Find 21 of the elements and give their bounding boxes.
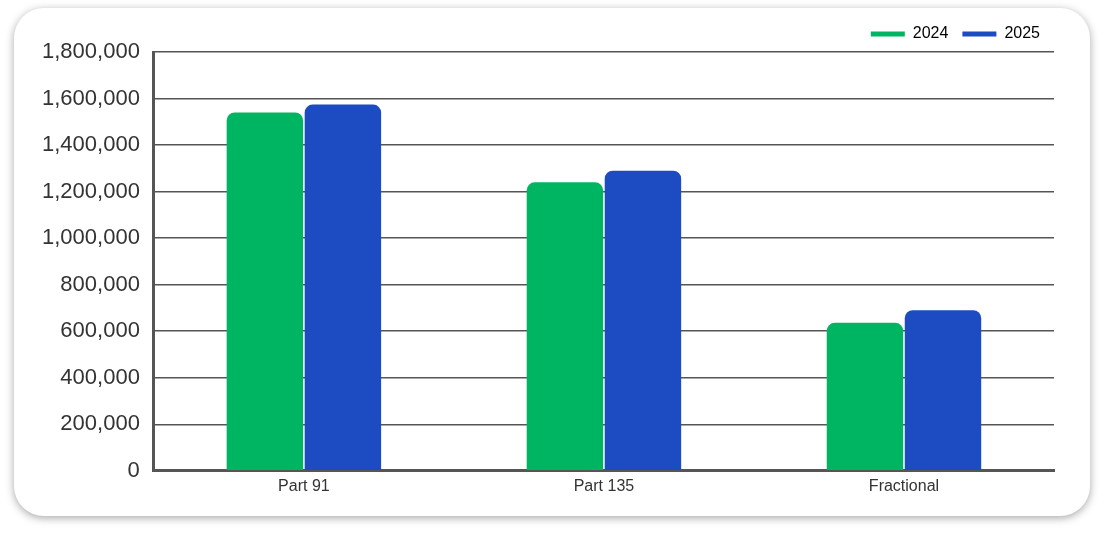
bar bbox=[904, 310, 982, 471]
x-tick-label: Part 135 bbox=[573, 476, 635, 494]
y-tick-label: 800,000 bbox=[60, 270, 140, 296]
y-tick-label: 1,600,000 bbox=[42, 84, 140, 110]
bar bbox=[604, 170, 682, 471]
bar bbox=[526, 182, 604, 471]
bar bbox=[826, 322, 904, 471]
y-tick-label: 0 bbox=[127, 456, 140, 482]
x-tick-label: Part 91 bbox=[278, 476, 330, 494]
x-tick-label: Fractional bbox=[868, 476, 940, 494]
legend-label: 2025 bbox=[1004, 24, 1041, 42]
y-tick-label: 1,000,000 bbox=[42, 224, 140, 250]
y-tick-label: 1,400,000 bbox=[42, 131, 140, 157]
bar bbox=[226, 112, 304, 471]
y-tick-label: 200,000 bbox=[60, 410, 140, 436]
y-tick-label: 1,800,000 bbox=[42, 38, 140, 64]
legend-label: 2024 bbox=[912, 24, 949, 42]
bar bbox=[304, 104, 382, 471]
y-tick-label: 600,000 bbox=[60, 317, 140, 343]
y-tick-label: 1,200,000 bbox=[42, 177, 140, 203]
y-tick-label: 400,000 bbox=[60, 363, 140, 389]
